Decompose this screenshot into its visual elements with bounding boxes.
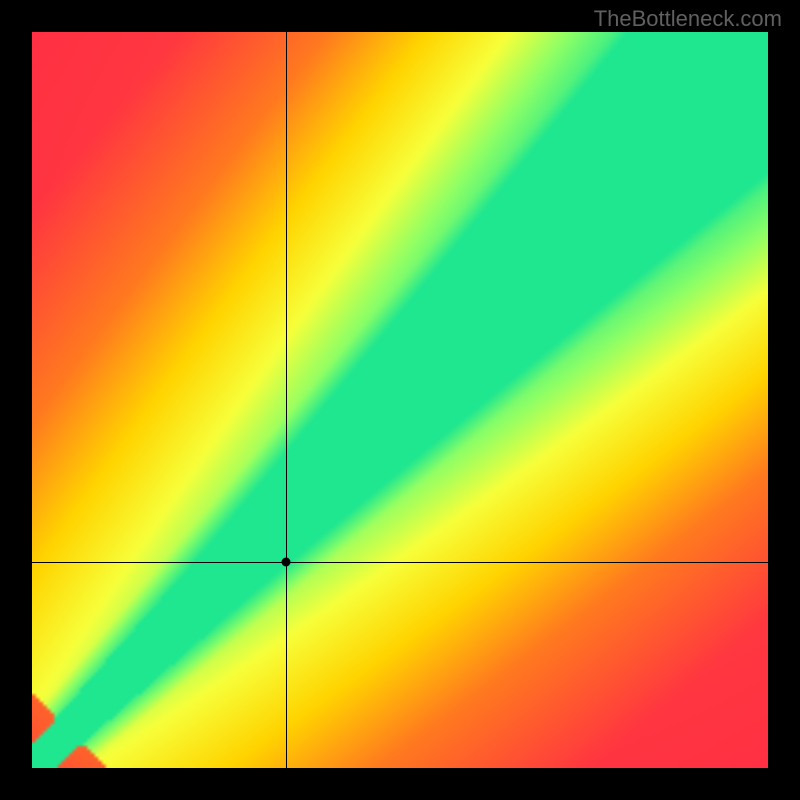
heatmap-canvas [32, 32, 768, 768]
data-point-marker [281, 557, 290, 566]
crosshair-horizontal [32, 562, 768, 563]
watermark-text: TheBottleneck.com [594, 6, 782, 32]
crosshair-vertical [286, 32, 287, 768]
heatmap-plot [32, 32, 768, 768]
